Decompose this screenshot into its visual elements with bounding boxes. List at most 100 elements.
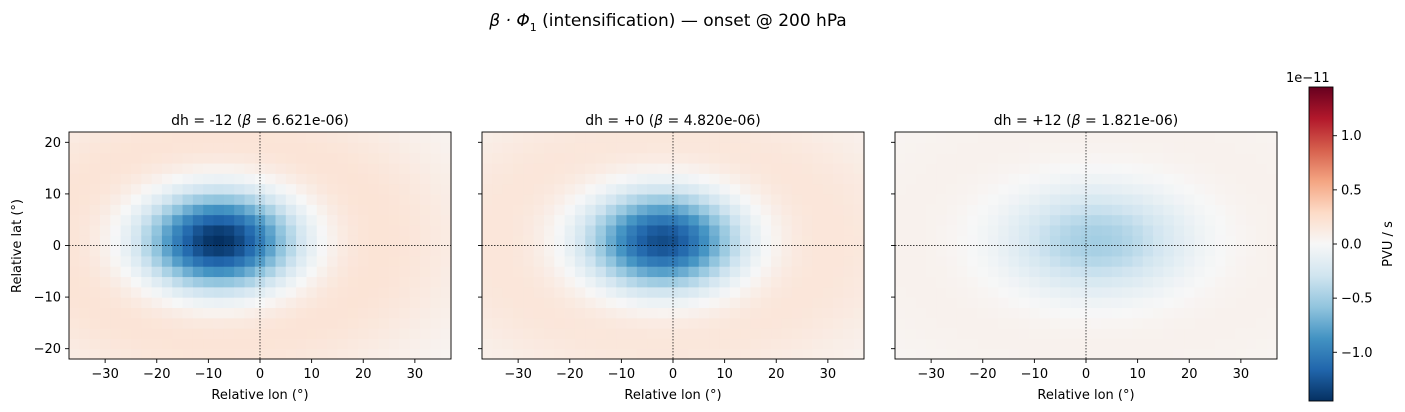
- heatmap-cell: [626, 214, 638, 226]
- heatmap-cell: [1008, 255, 1020, 267]
- heatmap-cell: [110, 307, 122, 319]
- heatmap-cell: [79, 348, 91, 360]
- heatmap-cell: [740, 193, 752, 205]
- heatmap-cell: [192, 142, 204, 154]
- heatmap-cell: [1060, 132, 1072, 143]
- heatmap-cell: [1184, 255, 1195, 267]
- heatmap-cell: [709, 338, 721, 350]
- heatmap-cell: [1049, 307, 1061, 319]
- heatmap-cell: [1132, 132, 1144, 143]
- heatmap-cell: [822, 132, 834, 143]
- heatmap-cell: [1235, 255, 1247, 267]
- heatmap-cell: [182, 307, 194, 319]
- heatmap-cell: [1225, 224, 1237, 236]
- heatmap-cell: [853, 214, 865, 226]
- heatmap-cell: [1163, 328, 1175, 339]
- heatmap-cell: [616, 224, 628, 236]
- heatmap-cell: [1256, 276, 1268, 288]
- heatmap-cell: [936, 173, 948, 185]
- heatmap-cell: [306, 245, 318, 257]
- heatmap-cell: [956, 317, 968, 329]
- heatmap-cell: [1204, 162, 1216, 174]
- heatmap-cell: [1132, 235, 1144, 247]
- heatmap-cell: [1153, 255, 1165, 267]
- heatmap-cell: [998, 307, 1010, 319]
- heatmap-cell: [79, 224, 91, 236]
- heatmap-cell: [368, 276, 380, 288]
- heatmap-cell: [130, 183, 142, 195]
- heatmap-cell: [1070, 245, 1082, 257]
- heatmap-cell: [203, 173, 215, 185]
- heatmap-cell: [760, 193, 772, 205]
- heatmap-cell: [130, 152, 142, 164]
- heatmap-cell: [925, 173, 937, 185]
- heatmap-cell: [1225, 255, 1237, 267]
- heatmap-cell: [1142, 152, 1154, 164]
- heatmap-cell: [688, 338, 700, 350]
- heatmap-cell: [626, 193, 638, 205]
- heatmap-cell: [1235, 286, 1247, 298]
- heatmap-cell: [987, 224, 999, 236]
- heatmap-cell: [946, 152, 958, 164]
- heatmap-cell: [533, 235, 545, 247]
- heatmap-cell: [1225, 317, 1237, 329]
- heatmap-cell: [1204, 132, 1216, 143]
- x-tick-label: −10: [1021, 367, 1048, 382]
- heatmap-cell: [585, 276, 597, 288]
- heatmap-cell: [1246, 183, 1257, 195]
- heatmap-cell: [1018, 162, 1030, 174]
- heatmap-cell: [337, 152, 349, 164]
- heatmap-cell: [688, 224, 700, 236]
- heatmap-cell: [358, 224, 369, 236]
- heatmap-cell: [420, 255, 431, 267]
- heatmap-cell: [1246, 173, 1257, 185]
- heatmap-cell: [523, 173, 535, 185]
- heatmap-cell: [120, 224, 132, 236]
- heatmap-cell: [161, 328, 173, 339]
- heatmap-cell: [1246, 317, 1257, 329]
- heatmap-cell: [1142, 173, 1154, 185]
- heatmap-cell: [956, 348, 968, 360]
- heatmap-cell: [936, 276, 948, 288]
- heatmap-cell: [585, 348, 597, 360]
- heatmap-cell: [543, 224, 555, 236]
- heatmap-cell: [1070, 286, 1082, 298]
- heatmap-cell: [120, 328, 132, 339]
- heatmap-cell: [925, 235, 937, 247]
- heatmap-cell: [760, 152, 772, 164]
- heatmap-cell: [1060, 235, 1072, 247]
- heatmap-cell: [1029, 307, 1041, 319]
- heatmap-cell: [998, 286, 1010, 298]
- heatmap-cell: [223, 193, 235, 205]
- heatmap-cell: [296, 348, 308, 360]
- heatmap-cell: [585, 255, 597, 267]
- heatmap-cell: [688, 317, 700, 329]
- heatmap-cell: [812, 266, 824, 278]
- heatmap-cell: [564, 193, 576, 205]
- heatmap-cell: [502, 297, 514, 309]
- heatmap-cell: [130, 162, 142, 174]
- heatmap-cell: [802, 266, 813, 278]
- heatmap-cell: [141, 348, 153, 360]
- heatmap-cell: [1153, 328, 1165, 339]
- heatmap-cell: [306, 328, 318, 339]
- heatmap-cell: [616, 266, 628, 278]
- heatmap-cell: [409, 152, 421, 164]
- heatmap-cell: [223, 338, 235, 350]
- heatmap-cell: [1246, 338, 1257, 350]
- heatmap-cell: [1256, 297, 1268, 309]
- heatmap-cell: [1256, 193, 1268, 205]
- heatmap-cell: [69, 328, 80, 339]
- heatmap-cell: [161, 317, 173, 329]
- heatmap-cell: [234, 286, 246, 298]
- heatmap-cell: [337, 266, 349, 278]
- heatmap-cell: [523, 338, 535, 350]
- heatmap-cell: [1256, 328, 1268, 339]
- heatmap-cell: [729, 348, 741, 360]
- heatmap-cell: [719, 307, 731, 319]
- heatmap-cell: [409, 338, 421, 350]
- heatmap-cell: [709, 173, 721, 185]
- heatmap-cell: [1018, 348, 1030, 360]
- heatmap-cell: [543, 266, 555, 278]
